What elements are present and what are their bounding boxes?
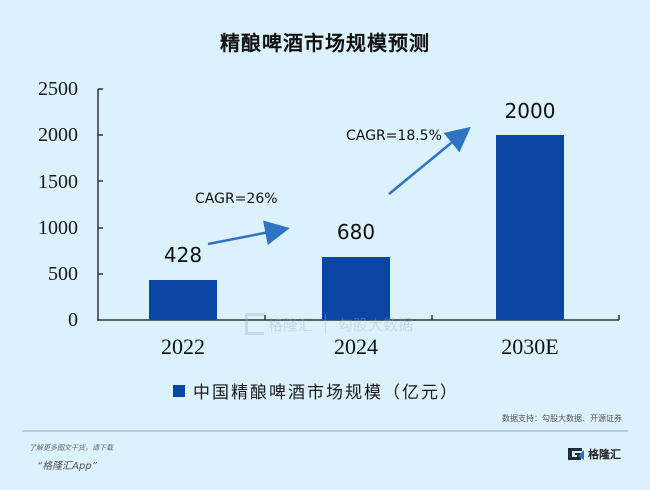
y-tick-0: 0 bbox=[68, 309, 78, 331]
cagr-arrow-1 bbox=[207, 220, 290, 246]
promo-app-name: “格隆汇App” bbox=[37, 461, 97, 472]
footer-divider bbox=[22, 430, 628, 432]
legend-swatch bbox=[173, 384, 185, 397]
x-label-2024: 2024 bbox=[334, 334, 378, 359]
value-label-2022: 428 bbox=[163, 243, 203, 267]
legend: 中国精酿啤酒市场规模（亿元） bbox=[173, 378, 459, 403]
cagr-arrow-2 bbox=[388, 126, 471, 195]
bar-2024 bbox=[322, 257, 390, 320]
watermark-logo-icon bbox=[245, 313, 264, 335]
cagr-label-1: CAGR=26% bbox=[195, 191, 278, 207]
bar-2030e bbox=[496, 135, 564, 320]
y-tick-2500: 2500 bbox=[38, 78, 78, 100]
promo-text: 了解更多图文干货，请下载 bbox=[29, 444, 113, 452]
value-label-2024: 680 bbox=[336, 220, 376, 244]
y-tick-500: 500 bbox=[48, 263, 78, 285]
axes bbox=[97, 88, 620, 321]
data-source: 数据支持：勾股大数据、开源证券 bbox=[502, 414, 622, 423]
watermark: 格隆汇 勾股大数据 bbox=[245, 313, 413, 335]
cagr-label-2: CAGR=18.5% bbox=[346, 128, 442, 144]
value-label-2030e: 2000 bbox=[504, 99, 556, 123]
bar-chart: 0 500 1000 1500 2000 2500 428 680 2000 2… bbox=[38, 78, 620, 359]
x-label-2030e: 2030E bbox=[501, 334, 559, 359]
brand-logo: 格隆汇 bbox=[567, 446, 621, 462]
y-tick-2000: 2000 bbox=[38, 124, 78, 146]
chart-title: 精酿啤酒市场规模预测 bbox=[220, 31, 430, 55]
x-label-2022: 2022 bbox=[161, 334, 205, 359]
brand-logo-icon bbox=[568, 448, 584, 460]
y-tick-1500: 1500 bbox=[38, 171, 78, 193]
bar-2022 bbox=[149, 280, 217, 320]
y-tick-1000: 1000 bbox=[38, 217, 78, 239]
legend-label: 中国精酿啤酒市场规模（亿元） bbox=[193, 383, 459, 403]
